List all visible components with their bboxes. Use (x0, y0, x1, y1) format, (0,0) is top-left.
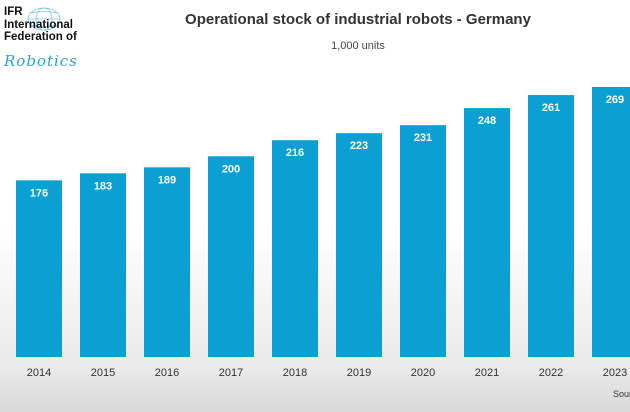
source-note: Sour (613, 389, 630, 399)
x-tick-label-2021: 2021 (475, 367, 499, 379)
chart-title: Operational stock of industrial robots -… (185, 11, 531, 28)
logo-line-international: International (4, 18, 74, 31)
x-tick-label-2018: 2018 (283, 367, 307, 379)
data-label-2019: 223 (350, 140, 368, 152)
logo-line-ifr: IFR (4, 6, 23, 18)
ifr-logo: IFR International Federation of Robotics (4, 6, 90, 70)
data-label-2023: 269 (606, 94, 624, 106)
chart-subtitle: 1,000 units (331, 40, 385, 52)
bar-2020 (400, 125, 446, 357)
globe-icon (27, 7, 61, 31)
x-tick-label-2022: 2022 (539, 367, 563, 379)
bar-2021 (464, 108, 510, 357)
x-tick-label-2017: 2017 (219, 367, 243, 379)
bar-2023 (592, 87, 630, 357)
x-tick-label-2016: 2016 (155, 367, 179, 379)
bar-2019 (336, 133, 382, 357)
logo-line-robotics: Robotics (4, 52, 78, 70)
bar-2022 (528, 95, 574, 358)
data-label-2014: 176 (30, 187, 48, 199)
bar-2018 (272, 140, 318, 357)
data-label-2022: 261 (542, 102, 560, 114)
logo-line-federation: Federation of (4, 31, 77, 43)
bar-2014 (16, 180, 62, 357)
x-tick-label-2023: 2023 (603, 367, 627, 379)
data-label-2016: 189 (158, 174, 176, 186)
x-tick-label-2019: 2019 (347, 367, 371, 379)
logo-text: IFR International Federation of (4, 6, 77, 44)
bar-2015 (80, 173, 126, 357)
data-label-2015: 183 (94, 180, 112, 192)
bar-2016 (144, 167, 190, 357)
data-label-2021: 248 (478, 115, 496, 127)
x-tick-label-2020: 2020 (411, 367, 435, 379)
data-label-2017: 200 (222, 163, 240, 175)
x-tick-label-2015: 2015 (91, 367, 115, 379)
x-tick-label-2014: 2014 (27, 367, 51, 379)
data-label-2018: 216 (286, 147, 304, 159)
bar-2017 (208, 156, 254, 357)
data-label-2020: 231 (414, 132, 432, 144)
